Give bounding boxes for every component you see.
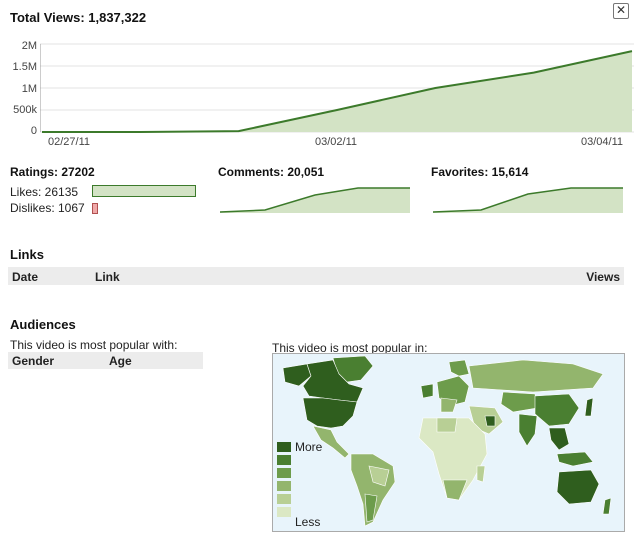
y-tick-label: 500k [13,104,37,116]
favorites-sparkline [433,187,623,213]
views-area [42,51,632,132]
world-map-svg [282,355,612,527]
col-date[interactable]: Date [12,270,39,284]
world-map[interactable]: More Less [272,353,625,532]
col-gender[interactable]: Gender [12,354,55,368]
links-heading: Links [10,247,44,262]
legend-swatch [277,442,291,452]
dislikes-label: Dislikes: 1067 [10,201,85,215]
popular-with-label: This video is most popular with: [10,338,178,352]
legend-swatch [277,468,291,478]
likes-bar [92,185,196,197]
y-tick-label: 0 [30,125,37,137]
close-button[interactable]: ✕ [613,3,629,19]
col-views[interactable]: Views [586,270,620,284]
close-icon: ✕ [615,3,627,17]
x-tick-label: 03/02/11 [315,136,358,148]
favorites-title: Favorites: 15,614 [431,165,529,179]
views-area-chart [40,43,634,133]
legend-more-label: More [295,440,323,454]
views-chart: 2M 1.5M 1M 500k 0 02/27/11 03/02/11 03/0… [0,36,634,156]
x-tick-label: 02/27/11 [48,136,91,148]
col-age[interactable]: Age [109,354,132,368]
y-tick-label: 1M [21,83,37,95]
ratings-title: Ratings: 27202 [10,165,95,179]
dislikes-bar [92,203,98,214]
x-tick-label: 03/04/11 [581,136,624,148]
col-link[interactable]: Link [95,270,120,284]
audience-table-header: Gender Age [8,352,203,369]
links-table-header: Date Link Views [8,267,624,285]
comments-title: Comments: 20,051 [218,165,325,179]
legend-swatch [277,455,291,465]
total-views-title: Total Views: 1,837,322 [10,10,147,25]
legend-swatch [277,507,291,517]
popular-in-label: This video is most popular in: [272,341,428,355]
legend-swatch [277,481,291,491]
views-line [42,50,633,133]
y-tick-label: 2M [21,40,37,52]
audiences-heading: Audiences [10,317,76,332]
y-tick-label: 1.5M [12,61,37,73]
likes-label: Likes: 26135 [10,185,79,199]
comments-sparkline [220,187,410,213]
legend-swatch [277,494,291,504]
legend-less-label: Less [295,515,321,529]
